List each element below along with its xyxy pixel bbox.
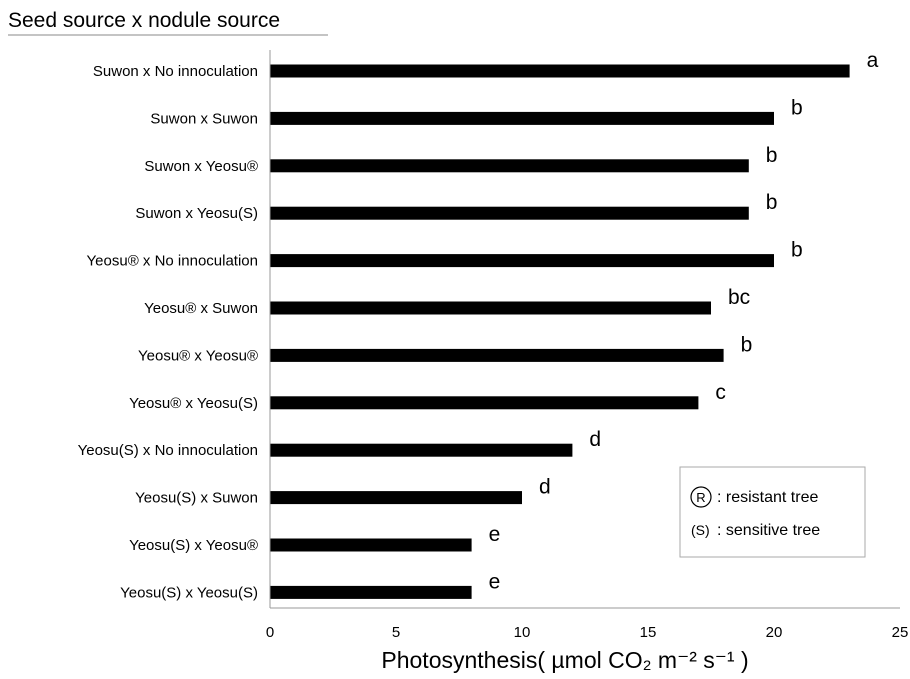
bar [270,206,749,220]
bar [270,443,573,457]
x-tick-label: 0 [266,624,274,641]
svg-text:R: R [696,490,705,505]
significance-letter: b [766,144,778,167]
category-label: Suwon x No innoculation [93,63,258,80]
significance-letter: d [589,428,601,451]
x-tick-label: 20 [766,624,783,641]
category-label: Yeosu® x Yeosu® [138,347,258,364]
resistant-symbol: R [690,486,712,508]
x-tick-label: 25 [892,624,909,641]
category-label: Yeosu(S) x Yeosu® [129,537,258,554]
significance-letter: b [791,239,803,262]
legend-label-sensitive: : sensitive tree [717,522,820,539]
bar [270,254,774,268]
x-tick-label: 10 [514,624,531,641]
category-label: Yeosu(S) x Yeosu(S) [120,584,258,601]
category-label: Yeosu® x No innoculation [87,253,258,270]
x-tick-label: 15 [640,624,657,641]
bar [270,111,774,125]
bar [270,64,850,78]
category-label: Yeosu® x Suwon [144,300,258,317]
sensitive-symbol: (S) [691,522,710,538]
x-axis: 0 5 10 15 20 25 [266,50,909,641]
x-axis-label: Photosynthesis( µmol CO₂ m⁻² s⁻¹ ) [381,647,748,673]
significance-letter: b [766,191,778,214]
category-label: Yeosu® x Yeosu(S) [129,395,258,412]
significance-letter: a [867,49,879,72]
bar [270,301,711,315]
significance-letter: e [489,570,501,593]
category-label: Yeosu(S) x Suwon [135,490,258,507]
bar [270,491,522,505]
category-label: Yeosu(S) x No innoculation [78,442,258,459]
significance-letter: d [539,476,551,499]
category-label: Suwon x Yeosu(S) [135,205,258,222]
bars-group [270,64,850,599]
significance-letter: b [791,96,803,119]
significance-letter: e [489,523,501,546]
significance-letter: c [715,381,726,404]
category-label: Suwon x Yeosu® [144,158,258,175]
bar [270,585,472,599]
category-label: Suwon x Suwon [150,110,258,127]
significance-letter: b [741,333,753,356]
legend-box [679,466,866,558]
significance-letter: bc [728,286,750,309]
legend-label-resistant: : resistant tree [717,489,818,506]
bar [270,396,699,410]
bar [270,348,724,362]
chart-title: Seed source x nodule source [8,9,280,32]
category-labels: Suwon x No innoculation Suwon x Suwon Suwo… [78,63,258,601]
bar [270,159,749,173]
bar [270,538,472,552]
x-tick-label: 5 [392,624,400,641]
legend: R : resistant tree (S) : sensitive tree [679,466,866,558]
